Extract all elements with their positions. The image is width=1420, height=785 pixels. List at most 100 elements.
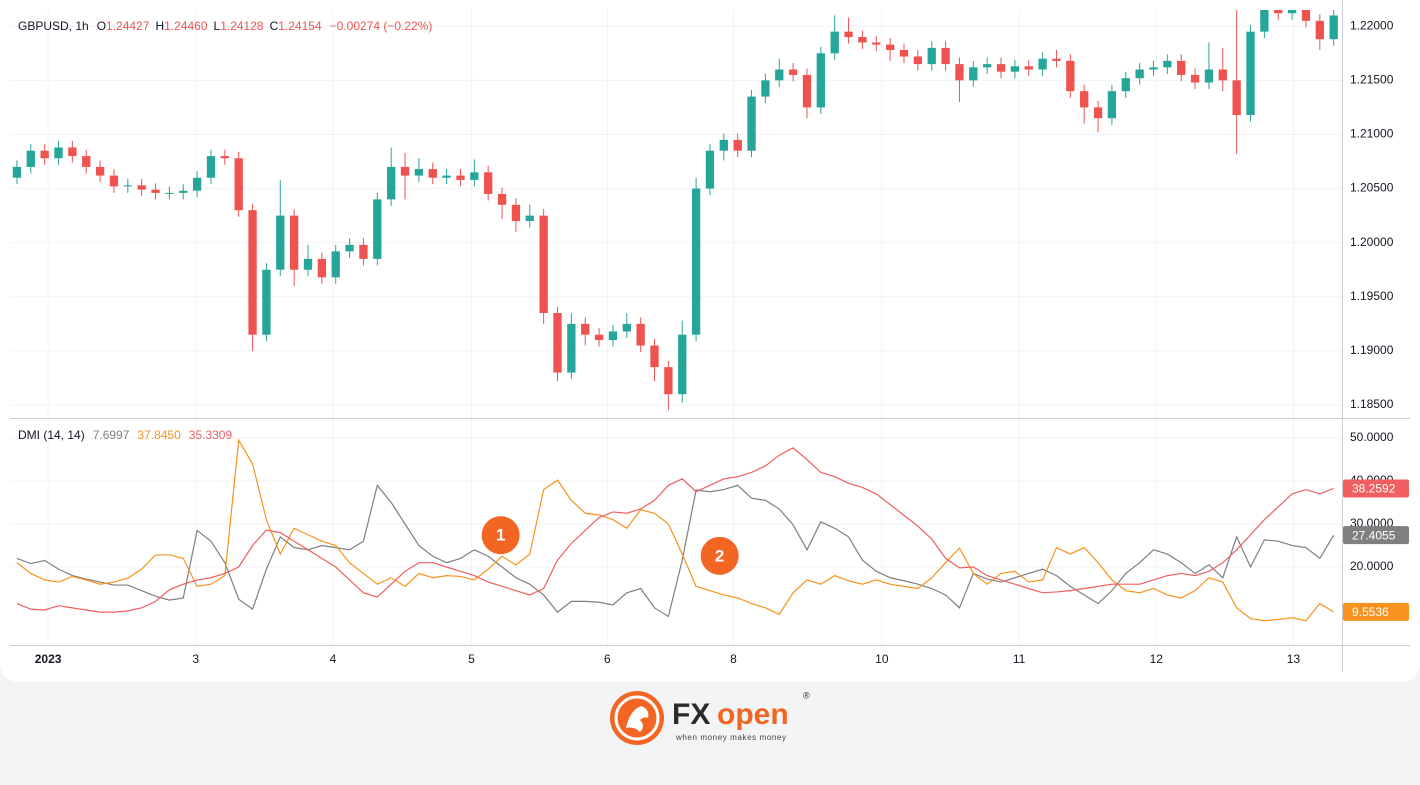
candle-body	[525, 215, 534, 222]
candle-body	[470, 172, 479, 180]
candle-body	[95, 166, 105, 176]
candle-body	[179, 190, 188, 193]
x-tick-label: 4	[330, 652, 337, 666]
annotation-marker	[700, 536, 739, 575]
candle-body	[1177, 60, 1186, 75]
candle-body	[234, 158, 243, 211]
annotation-label: 2	[715, 546, 724, 565]
candle-body	[1066, 60, 1075, 92]
candle-body	[1218, 69, 1227, 81]
ohlc-value: 1.24154	[278, 19, 322, 33]
candle-body	[82, 156, 91, 167]
candle-body	[123, 185, 132, 187]
ohlc-key: L	[214, 19, 221, 33]
candle-body	[996, 64, 1006, 72]
legend-value: 35.3309	[189, 428, 233, 442]
candle-body	[1301, 10, 1311, 21]
candle-body	[1204, 69, 1214, 83]
y-tick-label: 1.21000	[1350, 127, 1394, 141]
candle-body	[109, 175, 119, 187]
candle-body	[303, 258, 313, 270]
candle-body	[733, 139, 742, 151]
dmi-line	[16, 483, 1335, 618]
candle-body	[775, 69, 784, 81]
candle-body	[969, 67, 978, 81]
footer: FX open ® when money makes money	[0, 682, 1420, 780]
candle-body	[1135, 69, 1144, 79]
x-tick-label: 13	[1287, 652, 1301, 666]
candle-body	[373, 199, 382, 259]
candle-body	[983, 64, 992, 68]
change: −0.00274 (−0.22%)	[330, 19, 433, 33]
registered: ®	[803, 690, 810, 700]
candle-body	[428, 169, 437, 178]
y-tick-label: 1.22000	[1350, 18, 1394, 32]
candle-body	[636, 323, 645, 346]
indicator-title: DMI (14, 14)	[18, 428, 85, 442]
candle-body	[1038, 58, 1047, 70]
candle-body	[858, 37, 867, 43]
legend-value: 37.8450	[137, 428, 181, 442]
candle-body	[1232, 80, 1241, 115]
x-tick-label: 12	[1150, 652, 1164, 666]
brand-open: open	[717, 698, 789, 731]
candle-body	[511, 204, 521, 222]
brand-fx: FX	[672, 698, 710, 731]
candle-body	[885, 44, 895, 51]
candle-body	[1163, 60, 1172, 68]
y-tick-label: 1.20000	[1350, 235, 1394, 249]
candle-body	[331, 251, 340, 278]
candle-body	[691, 188, 701, 335]
candle-body	[1010, 66, 1020, 72]
x-tick-label: 11	[1013, 652, 1026, 666]
y-tick-label: 1.19000	[1350, 343, 1394, 357]
grid-layer	[10, 10, 1342, 645]
ohlc-key: C	[270, 19, 279, 33]
candle-body	[1190, 74, 1200, 83]
candle-body	[1274, 10, 1283, 14]
price-legend: GBPUSD, 1h O1.24427 H1.24460 L1.24128 C1.241…	[18, 19, 432, 33]
candle-body	[608, 331, 618, 341]
candle-body	[497, 193, 507, 205]
last-value-badge	[1343, 602, 1409, 621]
candle-body	[359, 244, 368, 259]
candle-body	[68, 147, 77, 157]
candle-body	[289, 215, 299, 270]
candle-body	[872, 42, 881, 45]
candle-body	[400, 166, 410, 176]
annotation-label: 1	[496, 526, 505, 545]
dmi-legend: DMI (14, 14) 7.6997 37.8450 35.3309	[18, 428, 232, 442]
last-value-label: 9.5536	[1352, 605, 1389, 619]
candle-body	[1246, 31, 1255, 115]
logo: FX open ® when money makes money	[610, 690, 810, 745]
candle-body	[553, 313, 562, 373]
candle-body	[1093, 107, 1103, 119]
last-value-label: 38.2592	[1352, 482, 1396, 496]
candle-body	[165, 192, 174, 194]
candle-body	[788, 69, 798, 75]
candle-body	[927, 47, 936, 65]
candle-body	[248, 210, 257, 335]
y-tick-label: 1.19500	[1350, 289, 1394, 303]
candle-body	[622, 323, 631, 332]
logo-ring	[614, 695, 660, 741]
candle-body	[1052, 58, 1061, 61]
candle-body	[830, 31, 839, 54]
ohlc-key: H	[155, 19, 164, 33]
last-value-label: 27.4055	[1352, 528, 1396, 542]
candle-body	[1149, 67, 1158, 70]
y-tick-label: 50.0000	[1350, 430, 1394, 444]
candle-body	[192, 177, 202, 191]
candle-body	[206, 156, 216, 178]
candle-body	[594, 334, 604, 341]
dmi-line	[16, 447, 1334, 613]
candle-body	[387, 166, 396, 200]
candle-body	[276, 215, 285, 270]
candle-body	[650, 345, 659, 368]
x-tick-label: 5	[468, 652, 475, 666]
candle-body	[719, 139, 728, 151]
candle-body	[40, 150, 49, 159]
last-value-badge	[1343, 479, 1409, 498]
ohlc-value: 1.24128	[220, 19, 264, 33]
